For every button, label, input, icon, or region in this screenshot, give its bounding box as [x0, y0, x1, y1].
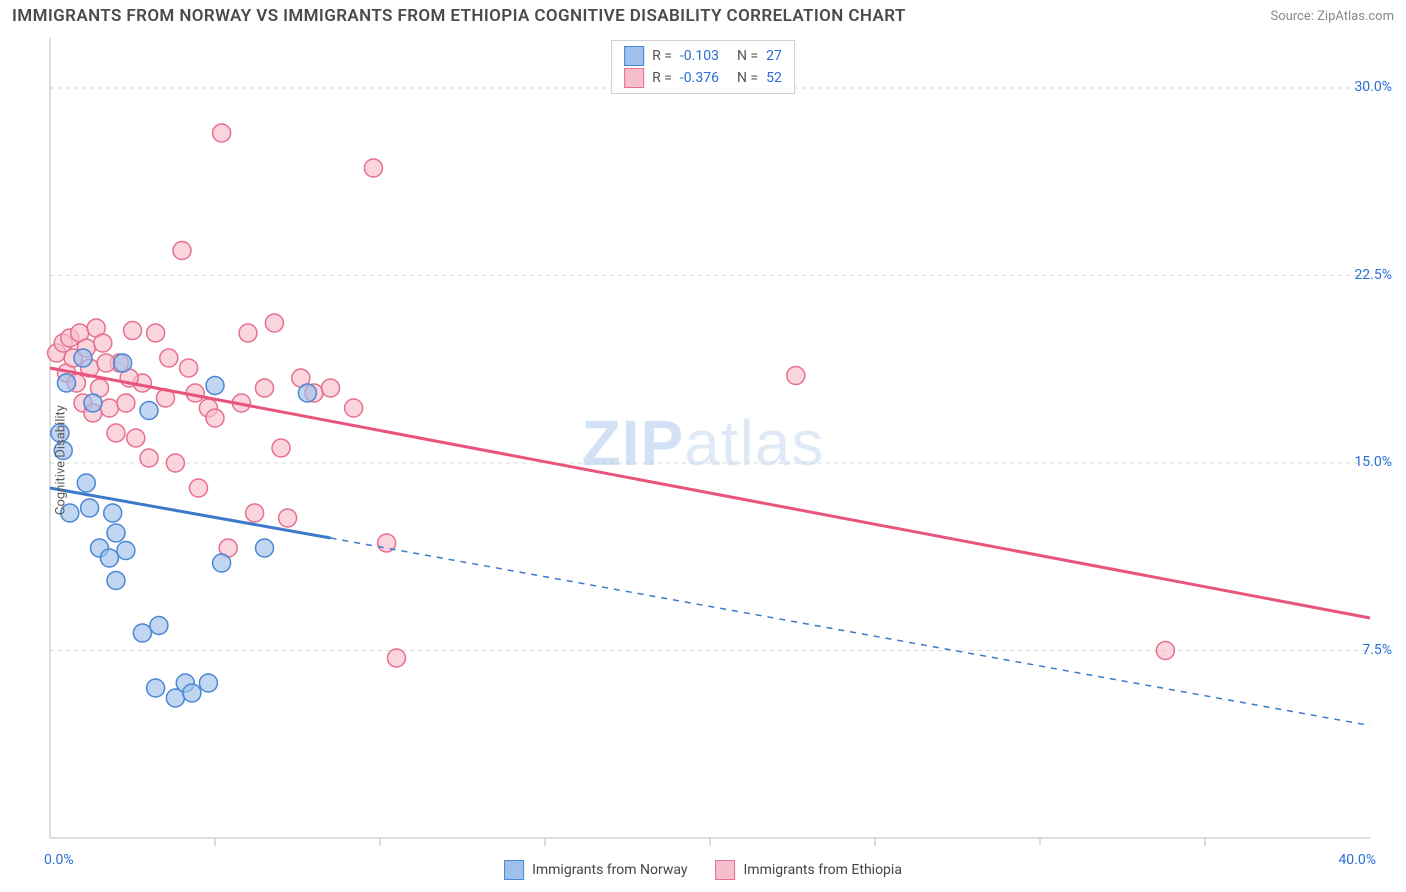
y-tick-label-3: 30.0%	[1354, 79, 1392, 95]
y-tick-label-1: 15.0%	[1354, 454, 1392, 470]
n-label: N =	[737, 48, 758, 64]
n-value-norway: 27	[766, 48, 782, 64]
scatter-chart	[10, 38, 1396, 882]
y-axis-label: Cognitive Disability	[53, 405, 68, 515]
correlation-legend: R = -0.103 N = 27 R = -0.376 N = 52	[611, 40, 795, 94]
swatch-ethiopia	[715, 860, 735, 880]
source-label: Source: ZipAtlas.com	[1270, 9, 1394, 24]
series-legend: Immigrants from Norway Immigrants from E…	[504, 860, 902, 880]
x-tick-label-max: 40.0%	[1338, 852, 1376, 868]
swatch-norway	[504, 860, 524, 880]
n-label: N =	[737, 70, 758, 86]
chart-title: IMMIGRANTS FROM NORWAY VS IMMIGRANTS FRO…	[12, 6, 906, 26]
swatch-norway	[624, 46, 644, 66]
r-label: R =	[652, 70, 672, 86]
legend-row-ethiopia: R = -0.376 N = 52	[624, 67, 782, 89]
swatch-ethiopia	[624, 68, 644, 88]
y-tick-label-2: 22.5%	[1354, 267, 1392, 283]
legend-row-norway: R = -0.103 N = 27	[624, 45, 782, 67]
legend-item-ethiopia: Immigrants from Ethiopia	[715, 860, 901, 880]
r-label: R =	[652, 48, 672, 64]
series-label-norway: Immigrants from Norway	[532, 862, 687, 878]
n-value-ethiopia: 52	[766, 70, 782, 86]
series-label-ethiopia: Immigrants from Ethiopia	[743, 862, 901, 878]
x-tick-label-min: 0.0%	[44, 852, 74, 868]
r-value-ethiopia: -0.376	[680, 70, 719, 86]
r-value-norway: -0.103	[680, 48, 719, 64]
legend-item-norway: Immigrants from Norway	[504, 860, 687, 880]
chart-area: Cognitive Disability ZIPatlas R = -0.103…	[10, 38, 1396, 882]
y-tick-label-0: 7.5%	[1362, 642, 1392, 658]
